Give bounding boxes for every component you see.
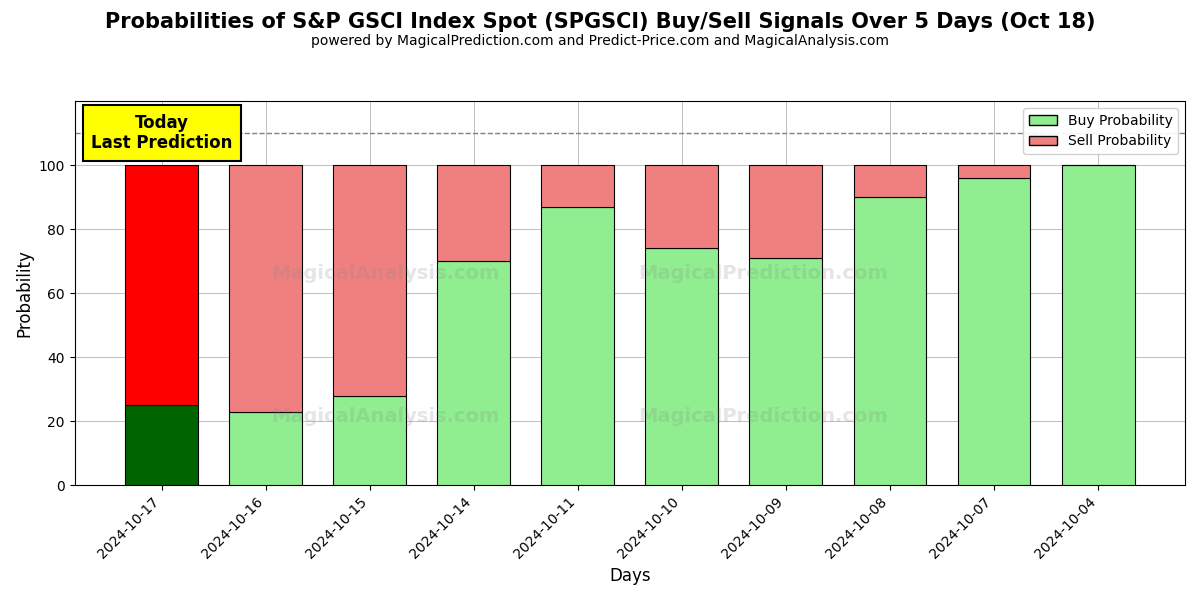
Bar xyxy=(646,165,719,248)
Text: Today
Last Prediction: Today Last Prediction xyxy=(91,113,233,152)
Bar xyxy=(1062,165,1134,485)
Bar xyxy=(853,197,926,485)
X-axis label: Days: Days xyxy=(610,567,650,585)
Bar xyxy=(646,248,719,485)
Bar xyxy=(229,165,302,412)
Legend: Buy Probability, Sell Probability: Buy Probability, Sell Probability xyxy=(1024,108,1178,154)
Bar xyxy=(437,261,510,485)
Bar xyxy=(125,405,198,485)
Bar xyxy=(750,258,822,485)
Bar xyxy=(541,206,614,485)
Text: MagicalAnalysis.com: MagicalAnalysis.com xyxy=(271,407,499,425)
Bar xyxy=(541,165,614,206)
Text: MagicalPrediction.com: MagicalPrediction.com xyxy=(638,407,888,425)
Text: MagicalPrediction.com: MagicalPrediction.com xyxy=(638,265,888,283)
Bar xyxy=(229,412,302,485)
Bar xyxy=(437,165,510,261)
Text: Probabilities of S&P GSCI Index Spot (SPGSCI) Buy/Sell Signals Over 5 Days (Oct : Probabilities of S&P GSCI Index Spot (SP… xyxy=(104,12,1096,32)
Bar xyxy=(334,395,406,485)
Text: MagicalAnalysis.com: MagicalAnalysis.com xyxy=(271,265,499,283)
Bar xyxy=(958,165,1031,178)
Bar xyxy=(853,165,926,197)
Bar xyxy=(958,178,1031,485)
Text: powered by MagicalPrediction.com and Predict-Price.com and MagicalAnalysis.com: powered by MagicalPrediction.com and Pre… xyxy=(311,34,889,48)
Bar xyxy=(125,165,198,405)
Y-axis label: Probability: Probability xyxy=(16,249,34,337)
Bar xyxy=(750,165,822,258)
Bar xyxy=(334,165,406,395)
